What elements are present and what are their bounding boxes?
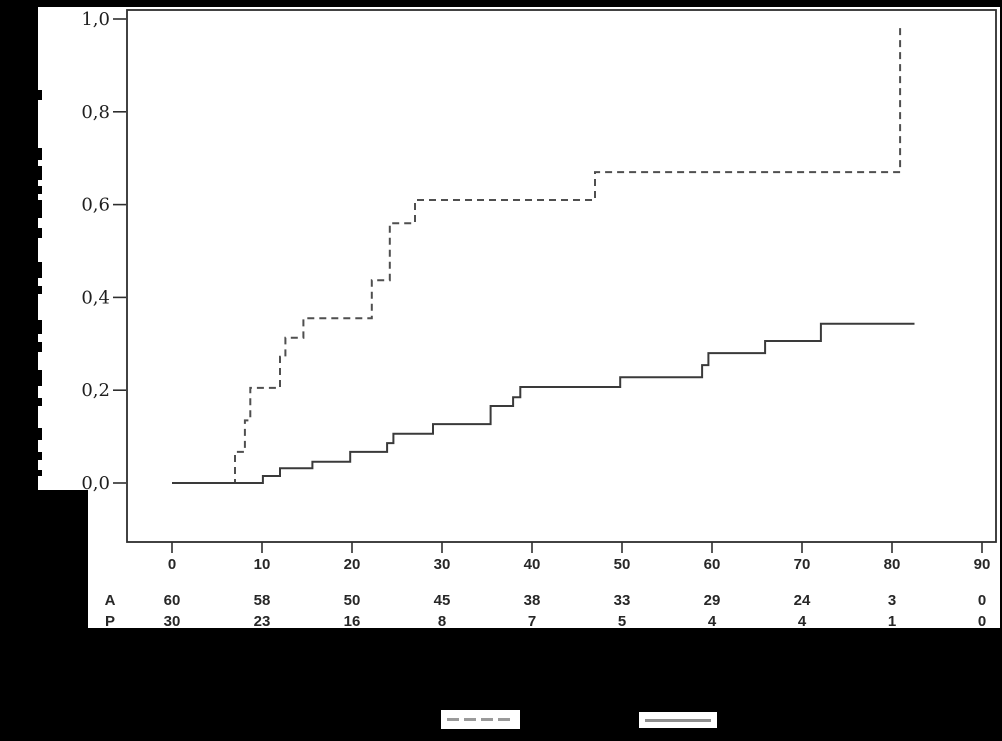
- risk-count: 5: [618, 613, 626, 630]
- risk-count: 23: [254, 613, 271, 630]
- risk-count: 38: [524, 592, 541, 609]
- y-tick-label: 0,0: [81, 473, 110, 494]
- redaction-mark: [37, 90, 42, 100]
- risk-count: 7: [528, 613, 536, 630]
- solid-curve: [172, 322, 915, 484]
- redaction-mark: [37, 470, 42, 476]
- risk-count: 30: [164, 613, 181, 630]
- solid-line-icon: [645, 718, 711, 722]
- x-tick-label: 30: [434, 556, 451, 573]
- x-tick-label: 90: [974, 556, 991, 573]
- x-tick-label: 0: [168, 556, 176, 573]
- y-tick-label: 0,2: [81, 380, 110, 401]
- redaction-mark: [37, 200, 42, 218]
- risk-count: 4: [708, 613, 717, 630]
- axis-and-table-background: [88, 490, 1000, 628]
- risk-count: 45: [434, 592, 451, 609]
- redaction-mark: [37, 342, 42, 352]
- risk-count: 33: [614, 592, 631, 609]
- risk-row-label: A: [105, 592, 116, 609]
- dashed-curve: [172, 23, 902, 484]
- redaction-mark: [37, 286, 42, 294]
- risk-count: 60: [164, 592, 181, 609]
- risk-count: 0: [978, 613, 986, 630]
- risk-count: 16: [344, 613, 361, 630]
- risk-count: 29: [704, 592, 721, 609]
- redaction-mark: [37, 428, 42, 440]
- redaction-mark: [37, 370, 42, 386]
- legend-dashed-swatch: [441, 710, 520, 729]
- x-tick-label: 60: [704, 556, 721, 573]
- plot-panel-background: [38, 7, 1000, 490]
- redaction-mark: [37, 262, 42, 278]
- dashed-line-icon: [446, 718, 515, 721]
- y-tick-label: 1,0: [81, 9, 110, 30]
- risk-count: 3: [888, 592, 896, 609]
- redaction-mark: [37, 228, 42, 238]
- y-tick-label: 0,8: [81, 102, 110, 123]
- redaction-mark: [37, 186, 42, 194]
- redaction-mark: [37, 320, 42, 334]
- x-tick-label: 20: [344, 556, 361, 573]
- x-tick-label: 10: [254, 556, 271, 573]
- y-tick-label: 0,4: [81, 287, 110, 308]
- x-tick-label: 70: [794, 556, 811, 573]
- legend-solid-swatch: [639, 712, 717, 728]
- x-tick-label: 50: [614, 556, 631, 573]
- plot-frame: [126, 9, 997, 543]
- x-tick-label: 80: [884, 556, 901, 573]
- risk-count: 8: [438, 613, 446, 630]
- risk-count: 0: [978, 592, 986, 609]
- redaction-mark: [37, 148, 42, 160]
- x-tick-label: 40: [524, 556, 541, 573]
- risk-count: 1: [888, 613, 896, 630]
- risk-count: 4: [798, 613, 807, 630]
- risk-row-label: P: [105, 613, 115, 630]
- risk-count: 50: [344, 592, 361, 609]
- y-tick-label: 0,6: [81, 195, 110, 216]
- risk-count: 24: [794, 592, 811, 609]
- redaction-mark: [37, 452, 42, 460]
- redaction-mark: [37, 166, 42, 180]
- risk-count: 58: [254, 592, 271, 609]
- redaction-mark: [37, 398, 42, 406]
